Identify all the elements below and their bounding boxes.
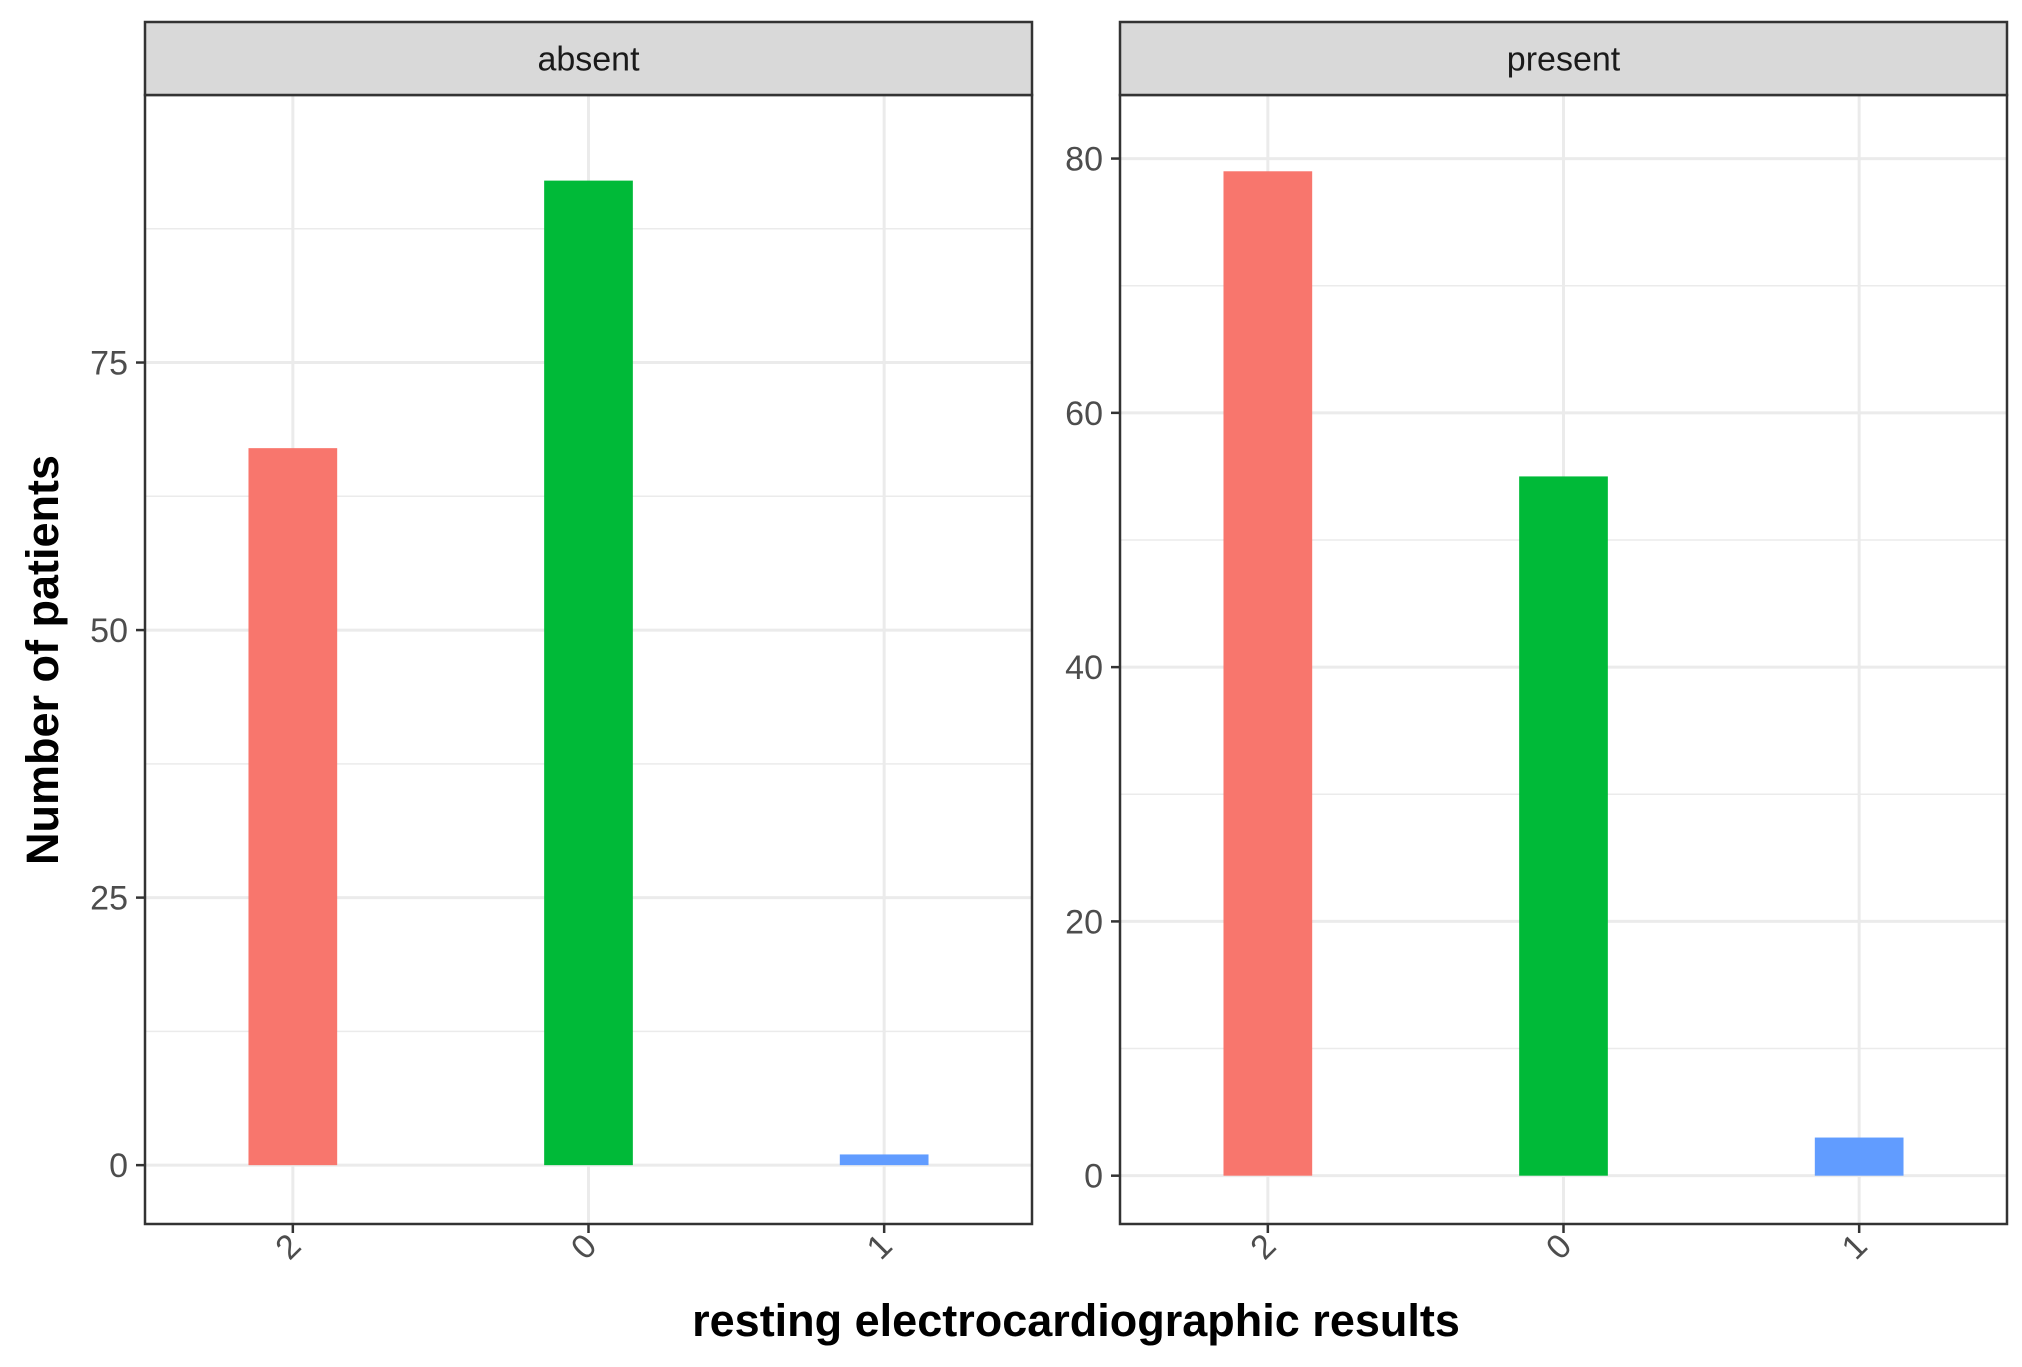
- y-tick-label: 75: [90, 345, 128, 383]
- y-tick-label: 80: [1065, 141, 1103, 179]
- y-axis-title: Number of patients: [17, 455, 68, 865]
- y-tick-label: 20: [1065, 903, 1103, 941]
- x-tick-label: 2: [1243, 1227, 1283, 1267]
- bar-present-1: [1814, 1137, 1904, 1176]
- bar-present-2: [1223, 171, 1313, 1176]
- x-tick-label: 0: [564, 1227, 604, 1267]
- facet-strip: [1118, 20, 2009, 97]
- bar-absent-0: [544, 180, 633, 1166]
- x-tick-label: 1: [860, 1227, 900, 1267]
- y-tick-label: 40: [1065, 649, 1103, 687]
- y-tick-label: 50: [90, 612, 128, 650]
- y-tick-label: 0: [109, 1147, 128, 1185]
- y-tick-label: 0: [1084, 1158, 1103, 1196]
- facet-strip-label: absent: [537, 41, 640, 79]
- bar-absent-2: [248, 448, 338, 1166]
- y-tick-label: 60: [1065, 395, 1103, 433]
- x-tick-label: 2: [268, 1227, 308, 1267]
- x-tick-label: 1: [1835, 1227, 1875, 1267]
- x-tick-label: 0: [1539, 1227, 1579, 1267]
- bar-absent-1: [839, 1154, 929, 1166]
- facet-strip-label: present: [1507, 41, 1621, 79]
- x-axis-title: resting electrocardiographic results: [692, 1295, 1460, 1346]
- y-tick-label: 25: [90, 880, 128, 918]
- facet-strip: [143, 20, 1034, 97]
- facet-panel-absent: absent 0 25 50 75 2 0 1: [90, 20, 1034, 1267]
- bar-present-0: [1519, 476, 1608, 1176]
